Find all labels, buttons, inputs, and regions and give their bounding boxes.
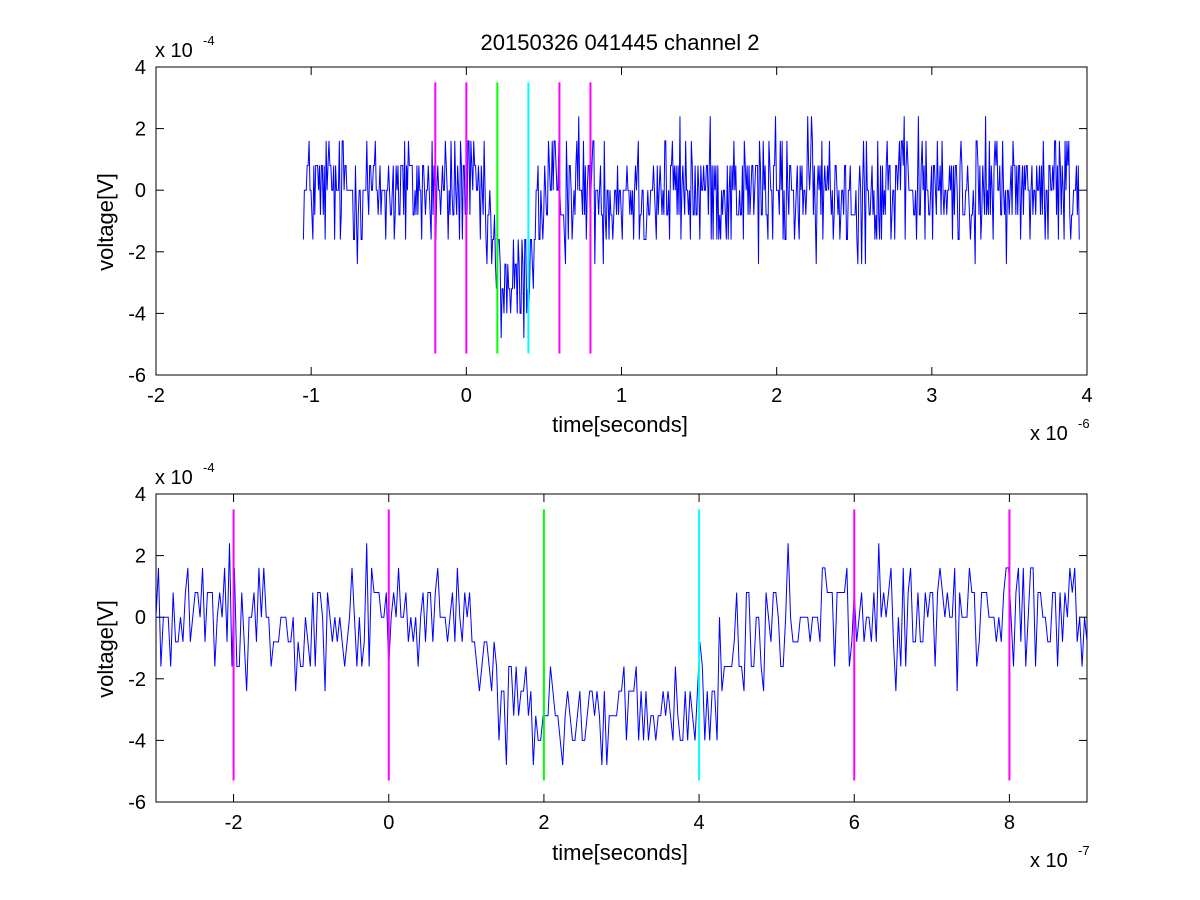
bottom-x-tick-label-1: 0	[383, 812, 394, 834]
chart-title: 20150326 041445 channel 2	[481, 30, 760, 55]
bottom-axes-box	[155, 493, 1088, 803]
bottom-y-tick-label-0: -6	[128, 792, 146, 814]
bottom-y-exponent-power: -4	[203, 460, 215, 475]
bottom-subplot: x 10 -4 x 10 -7 time[seconds] voltage[V]…	[93, 460, 1090, 872]
bottom-y-axis-label: voltage[V]	[93, 600, 118, 698]
bottom-x-tick-label-3: 4	[694, 812, 705, 834]
top-x-tick-label-0: -2	[147, 385, 165, 407]
top-y-exponent-power: -4	[203, 33, 215, 48]
top-y-tick-label-0: -6	[128, 365, 146, 387]
top-x-tick-label-1: -1	[302, 385, 320, 407]
top-y-exponent-base: x 10	[155, 40, 193, 62]
top-x-exponent-base: x 10	[1030, 423, 1068, 445]
top-x-exponent: x 10 -6	[1030, 416, 1090, 445]
bottom-x-tick-label-4: 6	[849, 812, 860, 834]
bottom-x-axis-label: time[seconds]	[552, 840, 688, 865]
bottom-y-tick-label-5: 4	[135, 484, 146, 506]
top-x-tick-label-5: 3	[926, 385, 937, 407]
top-y-tick-label-4: 2	[135, 119, 146, 141]
top-x-tick-label-3: 1	[616, 385, 627, 407]
bottom-y-tick-label-3: 0	[135, 607, 146, 629]
top-x-axis-label: time[seconds]	[552, 412, 688, 437]
bottom-x-tick-label-2: 2	[538, 812, 549, 834]
top-y-tick-label-5: 4	[135, 57, 146, 79]
top-x-tick-label-4: 2	[771, 385, 782, 407]
bottom-y-tick-label-1: -4	[128, 730, 146, 752]
top-y-axis-label: voltage[V]	[93, 173, 118, 271]
top-subplot: 20150326 041445 channel 2 x 10 -4 x 10 -…	[93, 30, 1093, 445]
bottom-x-exponent-base: x 10	[1030, 850, 1068, 872]
top-y-tick-label-3: 0	[135, 180, 146, 202]
top-y-tick-label-2: -2	[128, 242, 146, 264]
bottom-x-tick-label-0: -2	[225, 812, 243, 834]
bottom-x-exponent: x 10 -7	[1030, 843, 1090, 872]
top-x-exponent-power: -6	[1078, 416, 1090, 431]
top-y-tick-label-1: -4	[128, 303, 146, 325]
bottom-signal-line	[155, 543, 1088, 766]
top-x-tick-label-2: 0	[461, 385, 472, 407]
bottom-y-exponent-base: x 10	[155, 467, 193, 489]
top-signal-line	[302, 116, 1080, 339]
bottom-x-tick-label-5: 8	[1004, 812, 1015, 834]
top-x-tick-label-6: 4	[1081, 385, 1092, 407]
bottom-y-tick-label-4: 2	[135, 546, 146, 568]
bottom-x-exponent-power: -7	[1078, 843, 1090, 858]
top-y-exponent: x 10 -4	[155, 33, 215, 62]
bottom-y-exponent: x 10 -4	[155, 460, 215, 489]
bottom-y-tick-label-2: -2	[128, 669, 146, 691]
